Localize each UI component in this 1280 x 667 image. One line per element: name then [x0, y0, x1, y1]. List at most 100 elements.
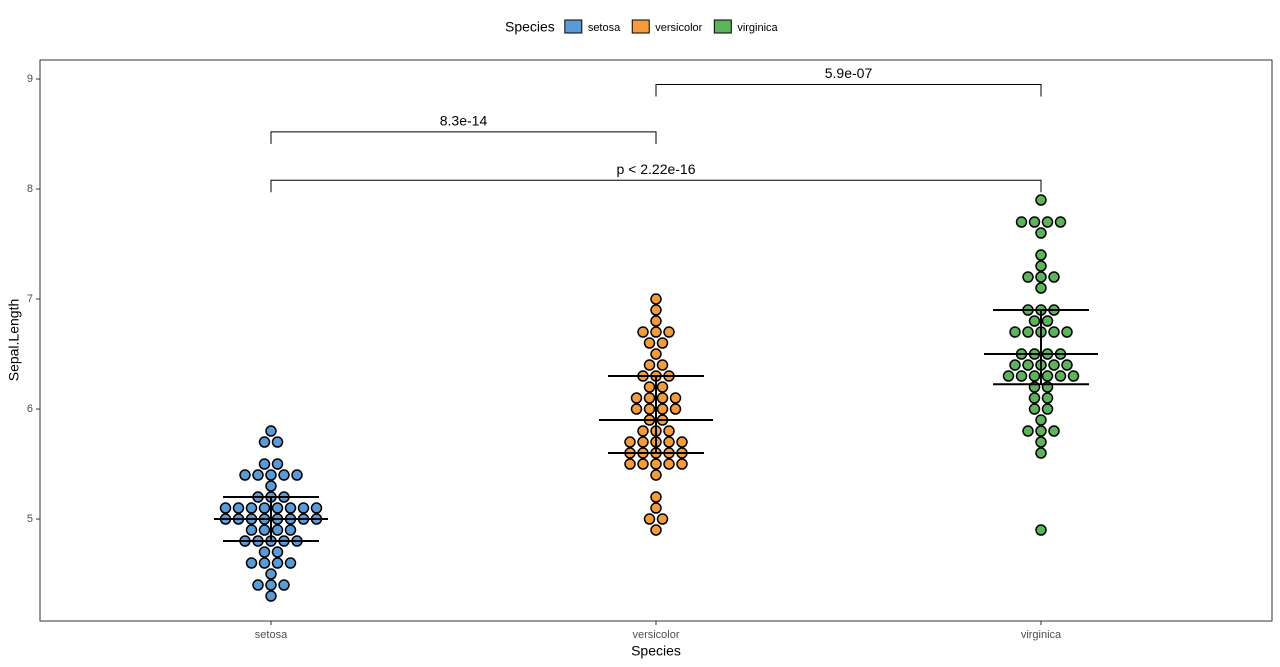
dot [676, 436, 688, 448]
dot [656, 392, 669, 404]
dot [252, 579, 264, 591]
dot [1022, 326, 1034, 338]
dot [663, 326, 675, 338]
dot [258, 524, 271, 536]
dot [650, 348, 662, 360]
dot [271, 502, 284, 514]
dot [624, 436, 636, 448]
legend-title: Species [505, 19, 555, 35]
y-tick-label: 8 [27, 183, 33, 195]
dot [637, 436, 649, 448]
dot [1028, 216, 1041, 228]
comparison-label: 5.9e-07 [825, 65, 873, 81]
dot [258, 546, 271, 558]
dot [669, 403, 682, 415]
legend-label: virginica [737, 22, 778, 34]
dot [637, 458, 649, 470]
dot [1035, 249, 1047, 261]
dot [1048, 425, 1060, 437]
dot [252, 469, 264, 481]
dot [1035, 282, 1047, 294]
x-tick-label: virginica [1021, 629, 1062, 641]
dot [258, 502, 271, 514]
dot [1035, 425, 1047, 437]
dot [310, 502, 323, 514]
dot [1041, 392, 1054, 404]
dot [1015, 370, 1028, 382]
plot-border [39, 59, 1273, 622]
legend-key [713, 19, 732, 34]
dot [1028, 403, 1041, 415]
comparison-bracket [270, 131, 657, 144]
dot [245, 502, 258, 514]
dot [291, 469, 303, 481]
dot [271, 436, 284, 448]
dot [663, 458, 675, 470]
dot [1022, 271, 1034, 283]
dot [1002, 370, 1015, 382]
dot [284, 502, 297, 514]
dot [1061, 326, 1073, 338]
dot [656, 381, 669, 393]
dot [1035, 524, 1047, 536]
dot [1067, 370, 1080, 382]
dot [676, 458, 688, 470]
dot [630, 403, 643, 415]
dot [637, 425, 649, 437]
dot [297, 502, 310, 514]
legend-key [564, 19, 583, 34]
dot [650, 491, 662, 503]
dot [663, 436, 675, 448]
dot [656, 359, 669, 371]
dot [284, 524, 297, 536]
dot [1015, 216, 1028, 228]
dot [643, 359, 656, 371]
y-tick-label: 7 [27, 293, 33, 305]
dot [1035, 414, 1047, 426]
dot [1035, 194, 1047, 206]
dot [1035, 447, 1047, 459]
dot [650, 293, 662, 305]
dot [271, 524, 284, 536]
dot [663, 425, 675, 437]
dot [643, 381, 656, 393]
dot [258, 436, 271, 448]
dot [624, 458, 636, 470]
dot [265, 568, 277, 580]
dot [1009, 359, 1021, 371]
dot [656, 513, 669, 525]
x-tick-label: versicolor [632, 629, 679, 641]
dot [1041, 370, 1054, 382]
comparison-label: 8.3e-14 [440, 113, 488, 129]
comparison-bracket [270, 179, 1042, 193]
dot [265, 469, 277, 481]
dot [1022, 359, 1034, 371]
dot [245, 524, 258, 536]
legend-key [631, 19, 650, 34]
dot [265, 590, 277, 602]
y-axis-label: Sepal.Length [6, 299, 22, 382]
legend-label: versicolor [655, 22, 702, 34]
dot [219, 502, 232, 514]
dot [1028, 315, 1041, 327]
dot [1048, 359, 1060, 371]
dot [650, 326, 662, 338]
y-tick-label: 6 [27, 403, 33, 415]
y-tick-label: 9 [27, 73, 33, 85]
dot [284, 557, 297, 569]
dot [637, 326, 649, 338]
dot [1041, 216, 1054, 228]
dot [1009, 326, 1021, 338]
dot [278, 579, 290, 591]
dot [643, 513, 656, 525]
dot [1035, 227, 1047, 239]
dot [643, 403, 656, 415]
dot [656, 403, 669, 415]
dot [669, 392, 682, 404]
dot [1048, 271, 1060, 283]
dot [1028, 370, 1041, 382]
dot [258, 458, 271, 470]
dot [650, 458, 662, 470]
dot [656, 337, 669, 349]
